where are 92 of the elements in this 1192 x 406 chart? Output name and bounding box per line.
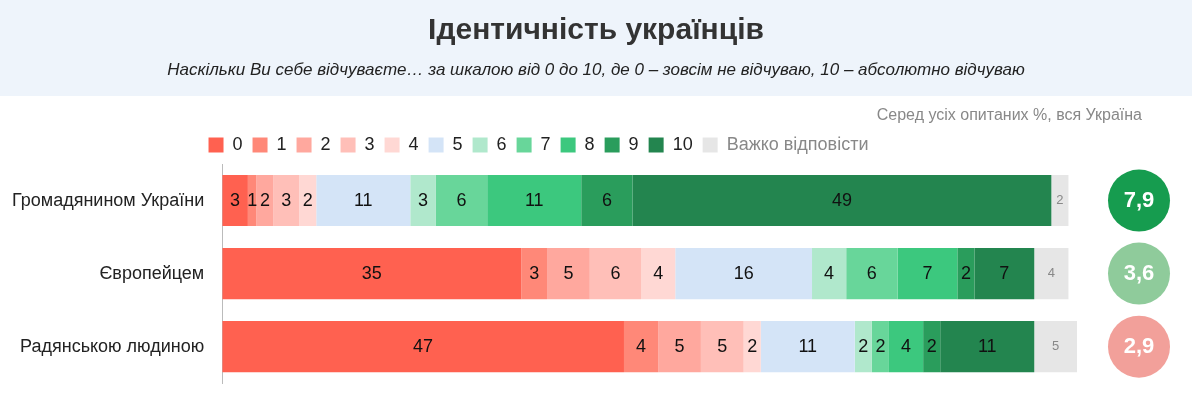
data-label: 5 <box>674 335 685 356</box>
data-label: 7 <box>999 262 1010 283</box>
bar <box>760 321 855 373</box>
y-tick-label: Громадянином України <box>12 189 205 210</box>
bar <box>846 248 898 300</box>
bar <box>623 321 659 373</box>
data-label: 2 <box>1056 192 1064 208</box>
legend-label: 2 <box>320 133 331 154</box>
data-label: 3 <box>230 189 241 210</box>
bar <box>273 174 300 227</box>
data-label: 4 <box>653 262 664 283</box>
data-label: 3 <box>418 189 429 210</box>
data-label: 6 <box>601 189 612 210</box>
bar <box>222 248 522 300</box>
legend-label: 4 <box>408 133 419 154</box>
data-label: 2 <box>875 335 886 356</box>
text: 2,9 <box>1123 332 1155 358</box>
data-label: 2 <box>747 335 758 356</box>
data-label: 4 <box>636 335 647 356</box>
data-label: 5 <box>1052 338 1060 354</box>
data-label: 4 <box>824 262 835 283</box>
data-label: 2 <box>858 335 869 356</box>
bar <box>487 174 582 227</box>
bar <box>1051 174 1069 227</box>
data-label: 3 <box>529 262 540 283</box>
legend-label: Важко відповісти <box>726 133 869 154</box>
data-label: 35 <box>361 262 382 283</box>
legend-label: 10 <box>672 133 693 154</box>
bar <box>923 321 941 373</box>
data-label: 6 <box>866 262 877 283</box>
bar <box>299 174 317 227</box>
data-label: 11 <box>977 335 997 356</box>
data-label: 1 <box>247 189 258 210</box>
data-label: 2 <box>302 189 313 210</box>
data-label: 2 <box>926 335 937 356</box>
bar <box>589 248 642 300</box>
bar <box>435 174 488 227</box>
legend-label: 9 <box>628 133 639 154</box>
bar <box>854 321 872 373</box>
data-label: 49 <box>831 189 852 210</box>
bar <box>410 174 436 227</box>
bar <box>316 174 411 227</box>
bar <box>888 321 924 373</box>
data-label: 16 <box>733 262 754 283</box>
bar <box>1034 248 1069 300</box>
data-label: 47 <box>413 335 434 356</box>
chart-subtitle: Наскільки Ви себе відчуваєте… за шкалою від 0 до 10, де 0 – зовсім не відчуваю, 10 – абсолютно відчуваю <box>166 60 1026 80</box>
bar <box>957 248 975 300</box>
legend-label: 8 <box>584 133 595 154</box>
data-label: 11 <box>524 189 544 210</box>
text: Серед усіх опитаних %, вся Україна <box>876 106 1142 124</box>
data-label: 3 <box>281 189 292 210</box>
bar <box>675 248 813 300</box>
data-label: 11 <box>353 189 373 210</box>
chart-title: Ідентичність українців <box>427 11 765 46</box>
bar <box>871 321 889 373</box>
bar <box>222 321 624 373</box>
y-tick-label: Радянською людиною <box>20 335 205 356</box>
legend-label: 1 <box>276 133 287 154</box>
legend-label: 5 <box>452 133 463 154</box>
data-label: 2 <box>960 262 971 283</box>
bar <box>700 321 744 373</box>
legend-label: 7 <box>540 133 551 154</box>
legend-label: 0 <box>232 133 243 154</box>
bar <box>521 248 548 300</box>
bar <box>974 248 1035 300</box>
bar <box>1034 321 1077 373</box>
bar <box>743 321 761 373</box>
data-label: 4 <box>901 335 912 356</box>
bar <box>632 174 1052 227</box>
y-tick-label: Європейцем <box>99 262 205 283</box>
bar <box>222 174 248 227</box>
bar <box>897 248 958 300</box>
data-label: 5 <box>717 335 728 356</box>
bar <box>641 248 676 300</box>
bar <box>256 174 274 227</box>
bar <box>812 248 847 300</box>
text: 7,9 <box>1123 186 1155 212</box>
text: 3,6 <box>1123 259 1155 285</box>
legend-label: 3 <box>364 133 375 154</box>
bar <box>658 321 701 373</box>
bar <box>940 321 1035 373</box>
bar <box>581 174 633 227</box>
data-label: 2 <box>259 189 270 210</box>
legend-label: 6 <box>496 133 507 154</box>
data-label: 4 <box>1047 265 1055 281</box>
data-label: 6 <box>610 262 621 283</box>
data-label: 7 <box>922 262 933 283</box>
bar <box>547 248 590 300</box>
data-label: 5 <box>563 262 574 283</box>
data-label: 11 <box>798 335 818 356</box>
data-label: 6 <box>456 189 467 210</box>
